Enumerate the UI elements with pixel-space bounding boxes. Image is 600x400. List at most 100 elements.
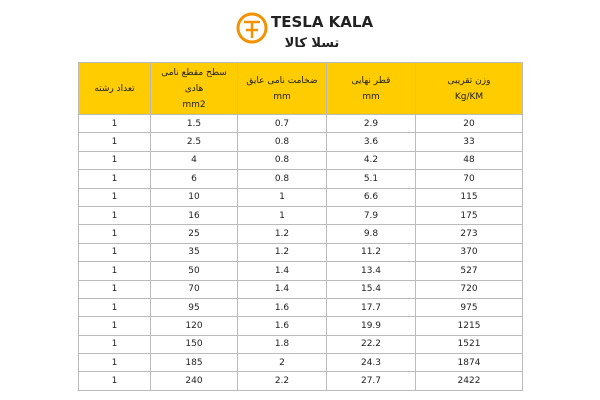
table-row: 1 120 1.6 19.9 1215 — [78, 316, 523, 336]
table-row: 1 25 1.2 9.8 273 — [78, 224, 523, 244]
header-cell: سطح مقطع نامی هادی mm2 — [150, 62, 238, 115]
table-cell: 1 — [78, 150, 151, 171]
logo-icon-mark — [244, 20, 260, 38]
table-cell: 20 — [415, 113, 523, 134]
logo-name-fa: تسلا کالا — [285, 36, 340, 51]
table-row: 1 6 0.8 5.1 70 — [78, 169, 523, 189]
table-cell: 1 — [78, 169, 151, 189]
header-title: ضخامت نامی عایق — [246, 75, 318, 86]
table-cell: 1 — [78, 316, 151, 336]
table-cell: 1 — [78, 205, 151, 226]
header-title: تعداد رشته — [94, 83, 135, 94]
header-title: سطح مقطع نامی هادی — [161, 67, 227, 94]
table-cell: 13.4 — [326, 261, 416, 281]
header-cell: قطر نهایی mm — [326, 62, 416, 115]
table-row: 1 16 1 7.9 175 — [78, 205, 523, 226]
table-row: 1 4 0.8 4.2 48 — [78, 150, 523, 171]
table-cell: 1 — [78, 334, 151, 355]
table-cell: 2 — [237, 353, 327, 373]
table-cell: 1 — [78, 261, 151, 281]
table-cell: 370 — [415, 242, 523, 263]
logo: TESLA KALA تسلا کالا — [236, 12, 373, 51]
table-cell: 16 — [150, 205, 238, 226]
table-row: 1 50 1.4 13.4 527 — [78, 261, 523, 281]
header-unit: mm — [273, 91, 291, 102]
table-cell: 33 — [415, 132, 523, 152]
header-unit: mm — [362, 91, 380, 102]
table-cell: 1.4 — [237, 261, 327, 281]
table-cell: 185 — [150, 353, 238, 373]
table-cell: 17.7 — [326, 297, 416, 318]
table-row: 1 35 1.2 11.2 370 — [78, 242, 523, 263]
table-cell: 35 — [150, 242, 238, 263]
table-row: 1 185 2 24.3 1874 — [78, 353, 523, 373]
table-cell: 273 — [415, 224, 523, 244]
table-cell: 5.1 — [326, 169, 416, 189]
table-cell: 1.5 — [150, 113, 238, 134]
table-cell: 1 — [78, 371, 151, 391]
table-cell: 2.2 — [237, 371, 327, 391]
table-cell: 25 — [150, 224, 238, 244]
table-row: 1 240 2.2 27.7 2422 — [78, 371, 523, 391]
table-cell: 120 — [150, 316, 238, 336]
table-cell: 1.6 — [237, 316, 327, 336]
table-cell: 1 — [78, 353, 151, 373]
table-cell: 15.4 — [326, 279, 416, 299]
table-cell: 1 — [78, 187, 151, 207]
header-cell: تعداد رشته — [78, 62, 151, 115]
table-cell: 70 — [150, 279, 238, 299]
table-cell: 4.2 — [326, 150, 416, 171]
table-cell: 115 — [415, 187, 523, 207]
table-cell: 2.5 — [150, 132, 238, 152]
table-cell: 1215 — [415, 316, 523, 336]
table-cell: 6.6 — [326, 187, 416, 207]
table-cell: 1 — [78, 297, 151, 318]
table-cell: 50 — [150, 261, 238, 281]
table-cell: 27.7 — [326, 371, 416, 391]
table-cell: 2422 — [415, 371, 523, 391]
table-cell: 22.2 — [326, 334, 416, 355]
table-cell: 3.6 — [326, 132, 416, 152]
header-cell: وزن تقریبی Kg/KM — [415, 62, 523, 115]
table-cell: 4 — [150, 150, 238, 171]
table-cell: 95 — [150, 297, 238, 318]
table-cell: 19.9 — [326, 316, 416, 336]
table-cell: 1.2 — [237, 242, 327, 263]
table-cell: 1.6 — [237, 297, 327, 318]
table-cell: 0.8 — [237, 150, 327, 171]
table-row: 1 10 1 6.6 115 — [78, 187, 523, 207]
table-cell: 9.8 — [326, 224, 416, 244]
table-row: 1 1.5 0.7 2.9 20 — [78, 113, 523, 134]
table-cell: 2.9 — [326, 113, 416, 134]
table-row: 1 2.5 0.8 3.6 33 — [78, 132, 523, 152]
table-cell: 1 — [78, 132, 151, 152]
table-cell: 1.8 — [237, 334, 327, 355]
table-cell: 0.8 — [237, 132, 327, 152]
table-cell: 6 — [150, 169, 238, 189]
table-cell: 1 — [237, 187, 327, 207]
table-cell: 10 — [150, 187, 238, 207]
table-cell: 240 — [150, 371, 238, 391]
table-cell: 1 — [78, 279, 151, 299]
table-cell: 1.2 — [237, 224, 327, 244]
table-cell: 24.3 — [326, 353, 416, 373]
table-cell: 1521 — [415, 334, 523, 355]
table-cell: 48 — [415, 150, 523, 171]
table-row: 1 70 1.4 15.4 720 — [78, 279, 523, 299]
table-cell: 7.9 — [326, 205, 416, 226]
table-cell: 1.4 — [237, 279, 327, 299]
table-cell: 150 — [150, 334, 238, 355]
spec-table: تعداد رشته سطح مقطع نامی هادی mm2 ضخامت نام… — [78, 62, 523, 391]
table-cell: 720 — [415, 279, 523, 299]
table-cell: 975 — [415, 297, 523, 318]
table-cell: 175 — [415, 205, 523, 226]
header-title: قطر نهایی — [351, 75, 391, 86]
table-cell: 70 — [415, 169, 523, 189]
header-unit: Kg/KM — [454, 91, 484, 102]
header-row: تعداد رشته سطح مقطع نامی هادی mm2 ضخامت نام… — [78, 62, 523, 115]
header-title: وزن تقریبی — [447, 75, 491, 86]
table-cell: 11.2 — [326, 242, 416, 263]
logo-icon — [236, 12, 268, 44]
logo-name: TESLA KALA — [271, 13, 373, 31]
